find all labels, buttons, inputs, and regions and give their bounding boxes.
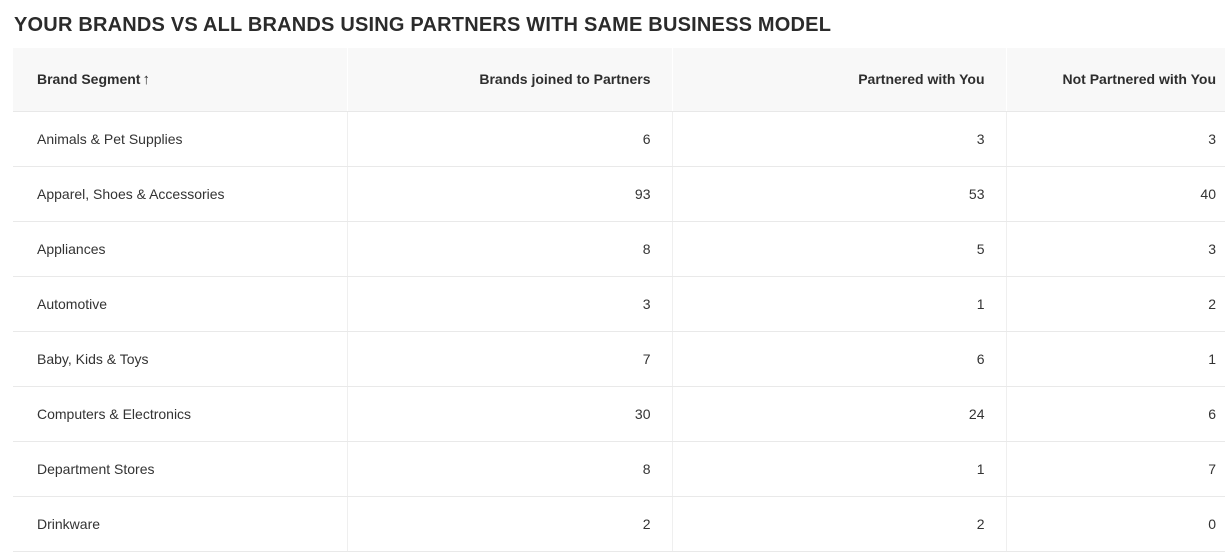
- partnered-with-you-cell: 2: [671, 496, 1006, 552]
- not-partnered-with-you-cell: 1: [1005, 331, 1225, 387]
- column-header-brands-joined-to-partners[interactable]: Brands joined to Partners: [346, 48, 672, 112]
- brands-joined-to-partners-cell: 8: [346, 221, 672, 277]
- column-header-partnered-with-you[interactable]: Partnered with You: [671, 48, 1006, 112]
- brands-joined-to-partners-cell: 6: [346, 111, 672, 167]
- brand-segment-cell: Drinkware: [13, 496, 347, 552]
- table-row: Animals & Pet Supplies 6 3 3: [13, 111, 1225, 167]
- column-header-not-partnered-with-you[interactable]: Not Partnered with You: [1005, 48, 1225, 112]
- partnered-with-you-cell: 3: [671, 111, 1006, 167]
- table-row: Appliances 8 5 3: [13, 221, 1225, 277]
- table-row: Drinkware 2 2 0: [13, 496, 1225, 552]
- brand-segment-cell: Department Stores: [13, 441, 347, 497]
- table-body: Animals & Pet Supplies 6 3 3 Apparel, Sh…: [13, 111, 1225, 552]
- brand-segment-cell: Apparel, Shoes & Accessories: [13, 166, 347, 222]
- table-row: Baby, Kids & Toys 7 6 1: [13, 331, 1225, 387]
- partnered-with-you-cell: 6: [671, 331, 1006, 387]
- brands-joined-to-partners-cell: 30: [346, 386, 672, 442]
- table-header-row: Brand Segment ↑ Brands joined to Partners…: [13, 48, 1225, 112]
- sort-ascending-icon: ↑: [142, 70, 150, 88]
- column-header-label: Brand Segment: [37, 70, 141, 87]
- not-partnered-with-you-cell: 2: [1005, 276, 1225, 332]
- page-title: YOUR BRANDS VS ALL BRANDS USING PARTNERS…: [14, 14, 832, 36]
- brand-segment-cell: Appliances: [13, 221, 347, 277]
- partnered-with-you-cell: 1: [671, 276, 1006, 332]
- table-row: Automotive 3 1 2: [13, 276, 1225, 332]
- table-row: Apparel, Shoes & Accessories 93 53 40: [13, 166, 1225, 222]
- not-partnered-with-you-cell: 7: [1005, 441, 1225, 497]
- not-partnered-with-you-cell: 0: [1005, 496, 1225, 552]
- brand-segment-cell: Computers & Electronics: [13, 386, 347, 442]
- table-row: Computers & Electronics 30 24 6: [13, 386, 1225, 442]
- brand-segment-cell: Animals & Pet Supplies: [13, 111, 347, 167]
- not-partnered-with-you-cell: 40: [1005, 166, 1225, 222]
- column-header-brand-segment[interactable]: Brand Segment ↑: [13, 48, 347, 112]
- brands-joined-to-partners-cell: 2: [346, 496, 672, 552]
- table-row: Department Stores 8 1 7: [13, 441, 1225, 497]
- partnered-with-you-cell: 53: [671, 166, 1006, 222]
- not-partnered-with-you-cell: 3: [1005, 221, 1225, 277]
- brands-joined-to-partners-cell: 8: [346, 441, 672, 497]
- brands-comparison-table: Brand Segment ↑ Brands joined to Partners…: [13, 48, 1225, 552]
- brand-segment-cell: Automotive: [13, 276, 347, 332]
- brands-joined-to-partners-cell: 7: [346, 331, 672, 387]
- brand-segment-cell: Baby, Kids & Toys: [13, 331, 347, 387]
- partnered-with-you-cell: 24: [671, 386, 1006, 442]
- not-partnered-with-you-cell: 6: [1005, 386, 1225, 442]
- brands-joined-to-partners-cell: 93: [346, 166, 672, 222]
- brands-joined-to-partners-cell: 3: [346, 276, 672, 332]
- partnered-with-you-cell: 5: [671, 221, 1006, 277]
- partnered-with-you-cell: 1: [671, 441, 1006, 497]
- not-partnered-with-you-cell: 3: [1005, 111, 1225, 167]
